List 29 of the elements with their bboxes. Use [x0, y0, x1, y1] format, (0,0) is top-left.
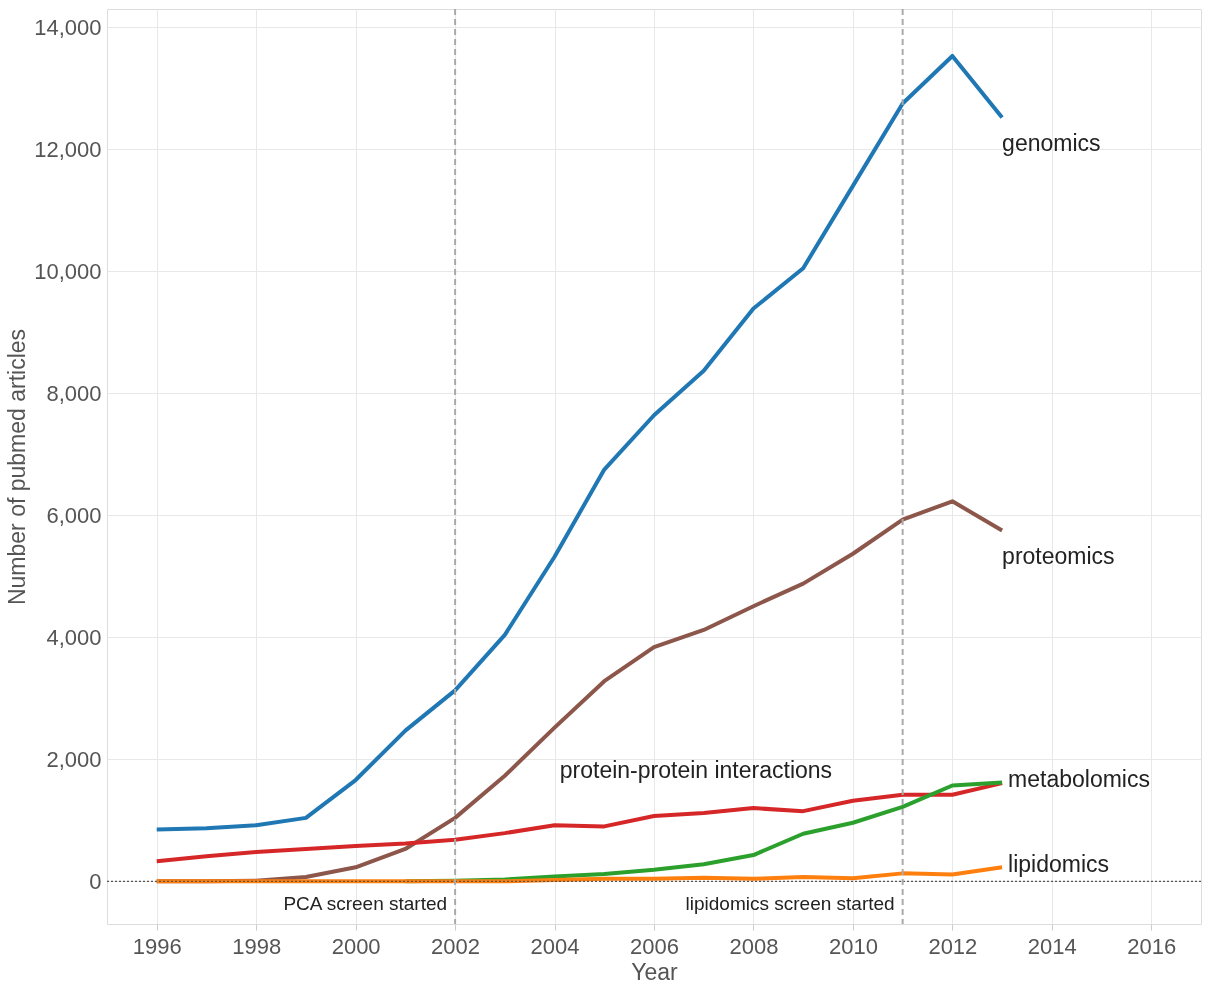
ref-line-label: PCA screen started	[283, 893, 448, 914]
series-label: protein-protein interactions	[559, 757, 833, 784]
y-tick-label: 10,000	[34, 258, 102, 284]
series-label: genomics	[1002, 129, 1101, 156]
x-tick-label: 2008	[729, 933, 779, 959]
x-tick-label: 2004	[530, 933, 580, 959]
x-tick-label: 2002	[431, 933, 481, 959]
x-tick-label: 2012	[928, 933, 978, 959]
x-tick-label: 2016	[1127, 933, 1177, 959]
x-tick-label: 2010	[828, 933, 878, 959]
x-tick-label: 1998	[232, 933, 282, 959]
y-tick-label: 12,000	[34, 136, 102, 162]
x-tick-label: 2006	[630, 933, 679, 959]
series-label: lipidomics	[1008, 851, 1110, 878]
series-label: metabolomics	[1008, 766, 1150, 793]
y-tick-label: 14,000	[34, 14, 102, 40]
x-tick-label: 2000	[331, 933, 381, 959]
y-tick-label: 0	[89, 868, 102, 894]
y-tick-label: 6,000	[46, 502, 102, 528]
x-axis-title: Year	[631, 958, 679, 985]
x-tick-label: 1996	[132, 933, 182, 959]
y-axis-title: Number of pubmed articles	[4, 328, 31, 606]
ref-line-label: lipidomics screen started	[685, 893, 895, 914]
y-tick-label: 2,000	[46, 746, 102, 772]
line-series	[154, 53, 1005, 832]
series-label: proteomics	[1002, 542, 1115, 569]
x-tick-label: 2014	[1027, 933, 1077, 959]
y-tick-label: 4,000	[46, 624, 102, 650]
y-tick-label: 8,000	[46, 380, 102, 406]
